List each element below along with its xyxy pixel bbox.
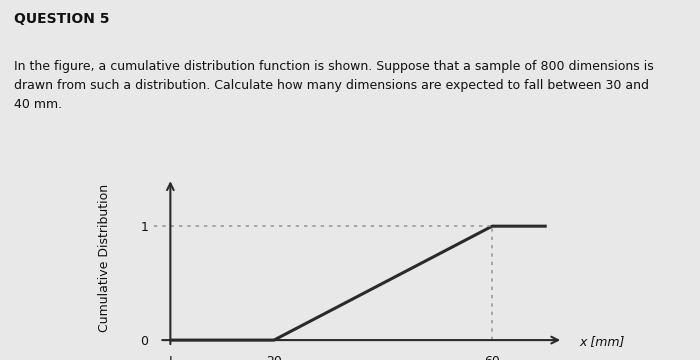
Text: QUESTION 5: QUESTION 5 [14, 12, 109, 26]
Text: Cumulative Distribution: Cumulative Distribution [99, 184, 111, 332]
Text: x [mm]: x [mm] [580, 335, 625, 348]
Text: In the figure, a cumulative distribution function is shown. Suppose that a sampl: In the figure, a cumulative distribution… [14, 60, 654, 111]
